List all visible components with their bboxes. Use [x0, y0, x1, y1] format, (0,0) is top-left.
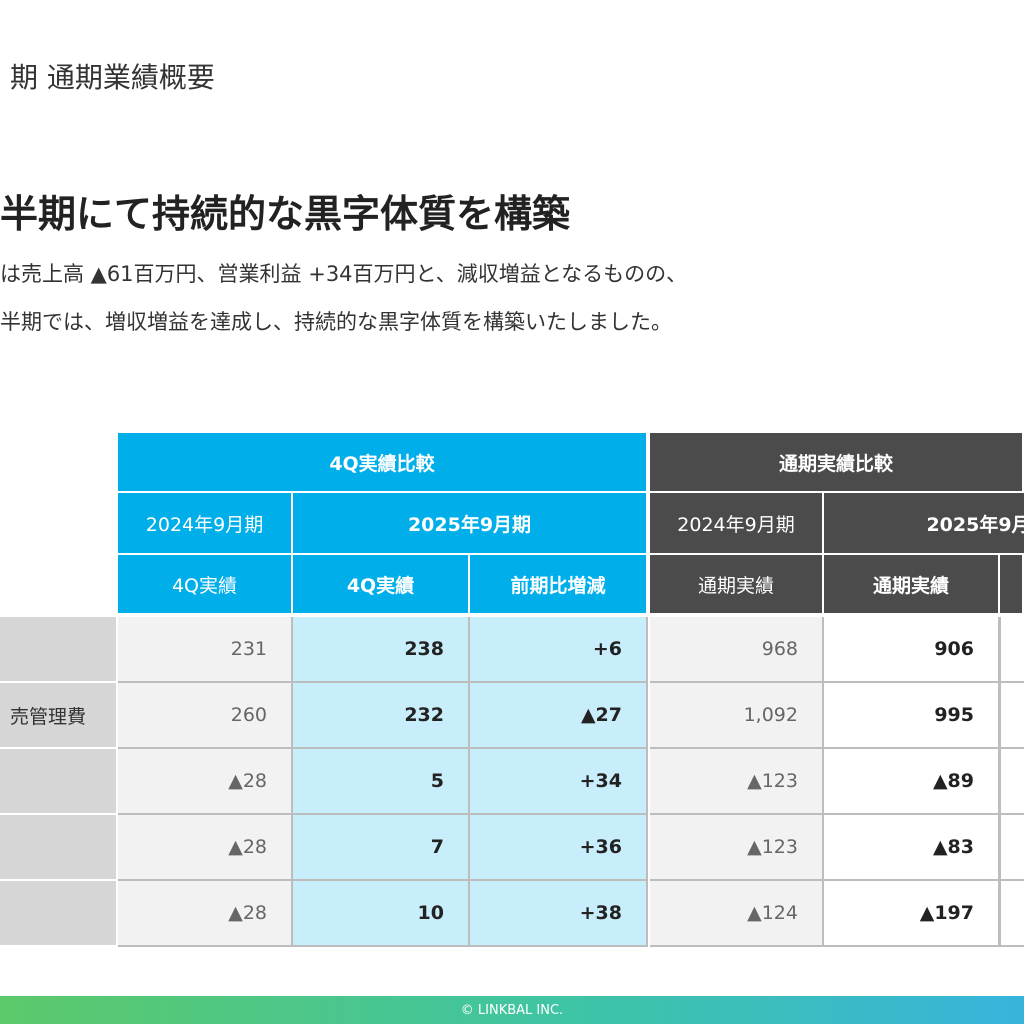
row-label: [0, 881, 116, 947]
table-cell: 906: [824, 617, 1000, 683]
table-cell: ▲28: [118, 749, 293, 815]
table-cell: 995: [824, 683, 1000, 749]
body-line: は売上高 ▲61百万円、営業利益 +34百万円と、減収増益となるものの、: [0, 262, 688, 286]
table-cell: +34: [470, 749, 648, 815]
table-cell: ▲89: [824, 749, 1000, 815]
section-title: 期 通期業績概要: [10, 61, 215, 94]
column-header: 通期実績: [650, 555, 824, 615]
group-header: 通期実績比較: [650, 433, 1024, 493]
row-label: 売管理費: [0, 683, 116, 749]
table-cell-blank: [1000, 815, 1024, 881]
table-cell: ▲124: [650, 881, 824, 947]
table-cell-blank: [1000, 617, 1024, 683]
table-cell-blank: [1000, 881, 1024, 947]
table-cell: 260: [118, 683, 293, 749]
table-cell: 10: [293, 881, 470, 947]
footer-text: © LINKBAL INC.: [460, 1002, 564, 1018]
table-cell: ▲83: [824, 815, 1000, 881]
table-cell: +36: [470, 815, 648, 881]
table-cell: 968: [650, 617, 824, 683]
table-cell: +6: [470, 617, 648, 683]
table-cell: 7: [293, 815, 470, 881]
table-cell: 231: [118, 617, 293, 683]
row-label: [0, 749, 116, 815]
table-cell: 238: [293, 617, 470, 683]
table-cell: ▲123: [650, 815, 824, 881]
column-header: 4Q実績: [293, 555, 470, 615]
table-cell: 232: [293, 683, 470, 749]
table-cell-blank: [1000, 683, 1024, 749]
row-label: [0, 815, 116, 881]
period-header: 2025年9月期: [293, 493, 648, 555]
column-header-blank: [1000, 555, 1024, 615]
table-cell: ▲123: [650, 749, 824, 815]
group-header: 4Q実績比較: [118, 433, 648, 493]
column-header: 4Q実績: [118, 555, 293, 615]
table-cell: ▲27: [470, 683, 648, 749]
period-header: 2024年9月期: [650, 493, 824, 555]
column-header: 通期実績: [824, 555, 1000, 615]
row-label: [0, 617, 116, 683]
table-cell: ▲28: [118, 815, 293, 881]
period-header: 2024年9月期: [118, 493, 293, 555]
column-header: 前期比増減: [470, 555, 648, 615]
table-cell: ▲28: [118, 881, 293, 947]
table-cell-blank: [1000, 749, 1024, 815]
table-cell: ▲197: [824, 881, 1000, 947]
table-cell: 1,092: [650, 683, 824, 749]
headline: 半期にて持続的な黒字体質を構築: [0, 191, 571, 236]
period-header: 2025年9月期: [824, 493, 1024, 555]
footer-bar: [0, 996, 1024, 1024]
body-line: 半期では、増収増益を達成し、持続的な黒字体質を構築いたしました。: [0, 310, 672, 334]
table-cell: +38: [470, 881, 648, 947]
table-cell: 5: [293, 749, 470, 815]
